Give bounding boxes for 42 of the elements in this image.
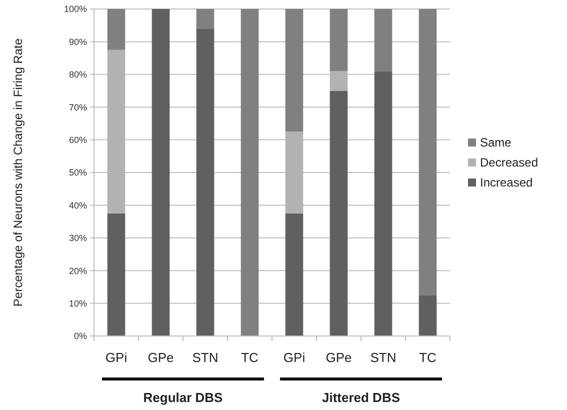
x-tick-label: STN: [192, 350, 218, 365]
bar: [330, 9, 348, 72]
x-tick-label: GPi: [283, 350, 306, 365]
bar: [374, 9, 392, 72]
bar: [240, 9, 259, 336]
y-tick-label: 20%: [68, 266, 87, 276]
y-tick-label: 10%: [68, 298, 87, 308]
bar: [107, 9, 126, 50]
x-tick-label: TC: [419, 350, 436, 365]
y-tick-label: 100%: [64, 4, 87, 14]
bar: [374, 71, 392, 336]
text: Jittered DBS: [322, 390, 400, 405]
y-tick-label: 50%: [68, 168, 87, 178]
bar: [285, 9, 304, 132]
y-tick-label: 80%: [68, 70, 87, 80]
y-tick-label: 70%: [68, 102, 87, 112]
bar: [330, 90, 348, 336]
bar: [418, 295, 437, 336]
legend-label: Decreased: [480, 156, 538, 170]
bar: [107, 50, 126, 214]
y-tick-label: 40%: [68, 200, 87, 210]
x-tick-label: GPe: [148, 350, 174, 365]
bar: [152, 9, 170, 336]
bar: [418, 9, 437, 296]
y-tick-label: 30%: [68, 233, 87, 244]
y-tick-label: 90%: [68, 36, 87, 47]
x-tick-label: GPi: [105, 350, 128, 365]
bar: [285, 213, 304, 336]
y-tick-label: 0%: [74, 331, 87, 342]
x-tick-label: GPe: [326, 350, 352, 365]
bar: [107, 213, 126, 336]
legend-label: Same: [480, 136, 512, 150]
y-axis-title: Percentage of Neurons with Change in Firing Rate: [11, 38, 25, 307]
bar: [330, 71, 348, 91]
text: Regular DBS: [143, 390, 224, 405]
bar: [196, 9, 214, 29]
y-tick-label: 60%: [68, 134, 87, 145]
legend-label: Increased: [480, 176, 533, 190]
bar: [285, 132, 304, 214]
bar: [196, 28, 214, 336]
x-tick-label: STN: [370, 350, 396, 365]
x-tick-label: TC: [241, 350, 258, 365]
